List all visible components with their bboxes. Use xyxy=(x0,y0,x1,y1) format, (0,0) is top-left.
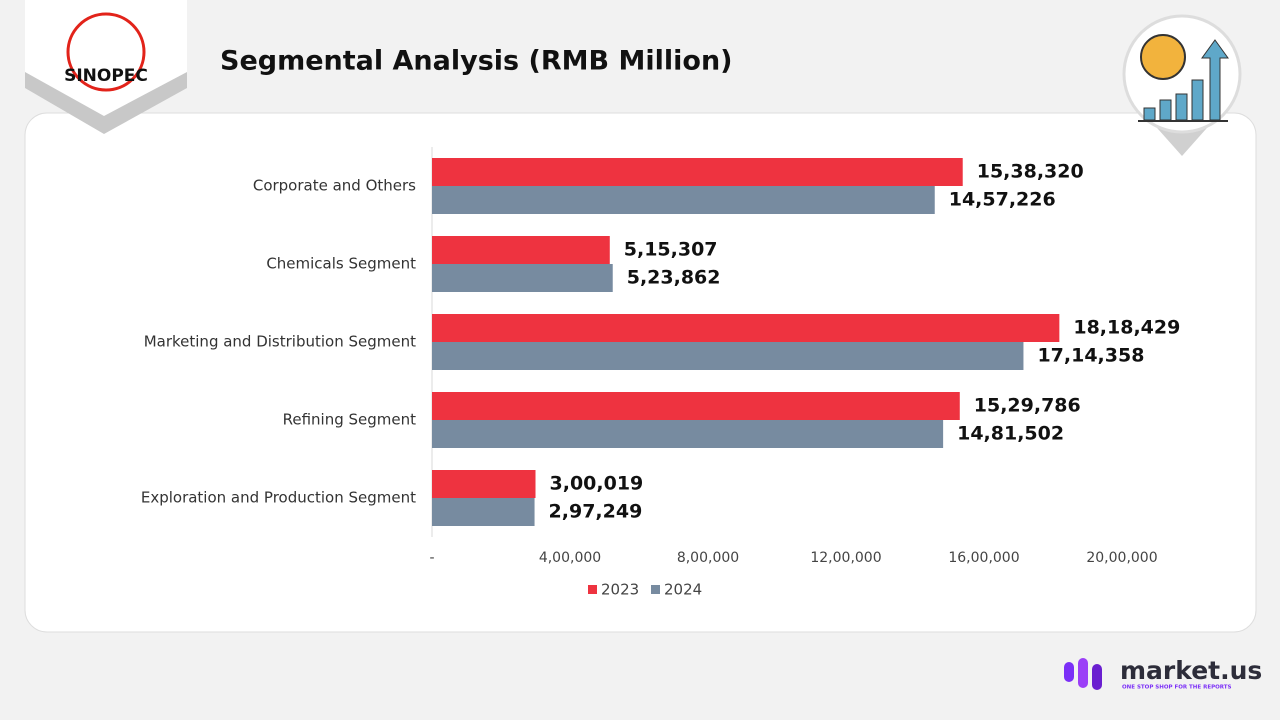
value-label: 2,97,249 xyxy=(549,501,643,523)
x-tick-label: 16,00,000 xyxy=(948,550,1019,566)
brand-name: market.us xyxy=(1120,656,1262,685)
value-label: 14,57,226 xyxy=(949,189,1056,211)
value-label: 17,14,358 xyxy=(1037,345,1144,367)
card xyxy=(24,112,1257,633)
bar xyxy=(432,186,935,214)
chart-title: Segmental Analysis (RMB Million) xyxy=(220,46,733,77)
bar xyxy=(432,158,963,186)
brand-mark xyxy=(1092,664,1102,690)
y-tick-label: Marketing and Distribution Segment xyxy=(144,333,416,351)
x-tick-label: 20,00,000 xyxy=(1086,550,1157,566)
bar xyxy=(432,264,613,292)
bar xyxy=(432,498,535,526)
logo-text: SINOPEC xyxy=(64,66,148,86)
logo-badge xyxy=(25,0,187,116)
bar xyxy=(432,314,1060,342)
value-label: 5,23,862 xyxy=(627,267,721,289)
x-tick-label: 12,00,000 xyxy=(810,550,881,566)
icon-bar xyxy=(1191,79,1204,121)
logo-ring xyxy=(66,12,146,92)
icon-gear xyxy=(1140,34,1186,80)
value-label: 15,29,786 xyxy=(974,395,1081,417)
y-tick-label: Refining Segment xyxy=(283,411,417,429)
bar xyxy=(432,236,610,264)
icon-bar xyxy=(1175,93,1188,121)
brand-mark xyxy=(1064,662,1074,682)
y-tick-label: Corporate and Others xyxy=(253,177,416,195)
brand-mark xyxy=(1078,658,1088,688)
bar xyxy=(432,470,536,498)
icon-bar xyxy=(1159,99,1172,121)
legend-swatch xyxy=(651,585,660,594)
x-tick-label: 8,00,000 xyxy=(677,550,739,566)
icon-bar xyxy=(1143,107,1156,121)
y-tick-label: Chemicals Segment xyxy=(266,255,416,273)
x-tick-label: - xyxy=(429,550,434,566)
bar xyxy=(432,342,1024,370)
footer-logo: market.us ONE STOP SHOP FOR THE REPORTS xyxy=(1064,656,1262,691)
y-tick-label: Exploration and Production Segment xyxy=(141,489,416,507)
value-label: 3,00,019 xyxy=(550,473,644,495)
value-label: 18,18,429 xyxy=(1073,317,1180,339)
legend-label: 2023 xyxy=(601,581,639,599)
legend-label: 2024 xyxy=(664,581,702,599)
brand-tagline: ONE STOP SHOP FOR THE REPORTS xyxy=(1122,685,1232,691)
x-tick-label: 4,00,000 xyxy=(539,550,601,566)
value-label: 5,15,307 xyxy=(624,239,718,261)
value-label: 14,81,502 xyxy=(957,423,1064,445)
legend-swatch xyxy=(588,585,597,594)
bar xyxy=(432,392,960,420)
bar xyxy=(432,420,944,448)
value-label: 15,38,320 xyxy=(977,161,1084,183)
